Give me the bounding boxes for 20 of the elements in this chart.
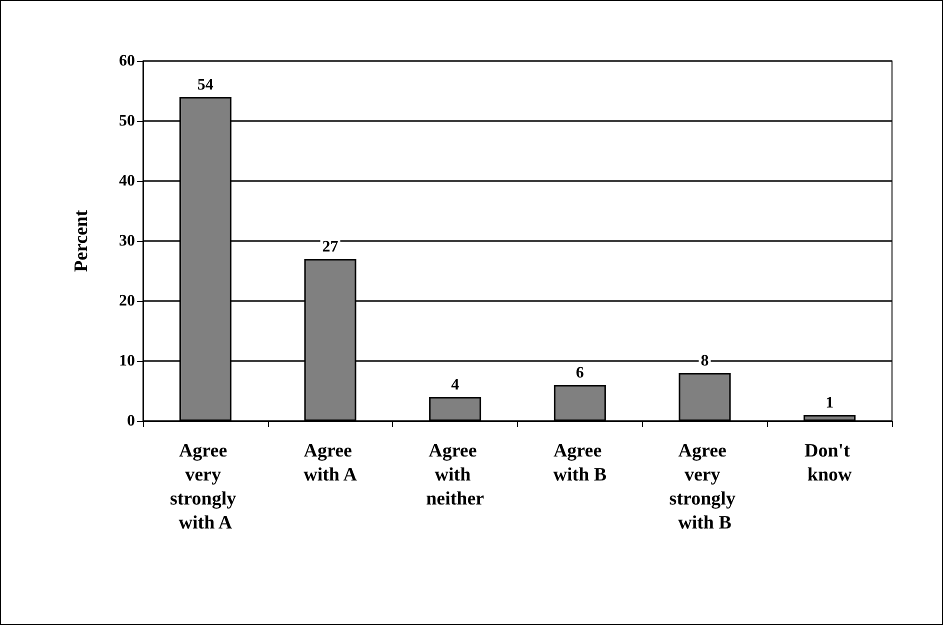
y-axis-title: Percent	[71, 209, 92, 272]
data-label: 6	[576, 364, 584, 382]
x-tick-label: Agree with neither	[426, 440, 485, 510]
y-tick-label: 20	[119, 292, 135, 310]
y-tick-label: 50	[119, 112, 135, 130]
data-label: 4	[451, 376, 460, 394]
y-tick-label: 60	[119, 52, 135, 70]
x-tick-label: Agree with B	[553, 440, 607, 486]
data-label: 1	[826, 394, 834, 412]
data-label: 54	[197, 76, 214, 94]
y-tick-label: 0	[127, 412, 135, 430]
x-tick-label: Don't know	[804, 440, 855, 486]
x-tick-label: Agree with A	[304, 440, 358, 486]
data-label: 8	[700, 352, 709, 370]
x-tick-label: Agree very strongly with B	[669, 440, 740, 534]
y-tick-label: 30	[119, 232, 135, 250]
data-label: 27	[322, 238, 338, 256]
x-tick-label: Agree very strongly with A	[170, 440, 241, 534]
y-tick-label: 40	[119, 172, 135, 190]
y-tick-label: 10	[119, 352, 135, 370]
